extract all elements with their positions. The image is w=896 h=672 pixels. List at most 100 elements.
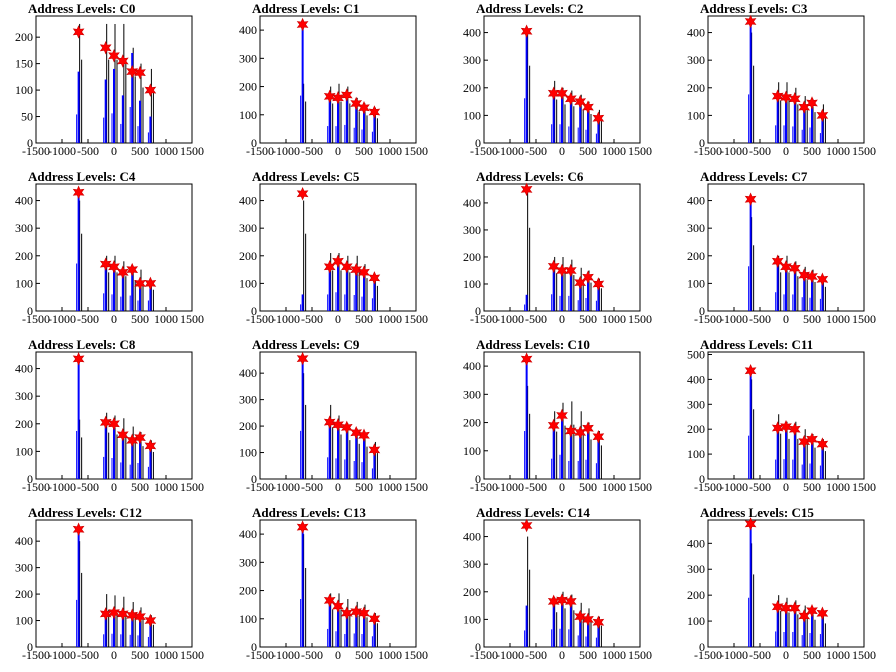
peak-star-marker <box>556 263 568 278</box>
peak-star-marker <box>744 363 757 378</box>
x-tick-label: 0 <box>111 312 117 326</box>
y-tick-label: 300 <box>239 393 257 407</box>
peak-star-marker <box>126 262 139 277</box>
peak-star-marker <box>547 418 560 433</box>
x-tick-label: -1500 <box>694 312 722 326</box>
peak-star-marker <box>520 24 533 38</box>
histogram-plot-12: Address Levels: C12 0 100 200 300 400 -1500-10… <box>15 505 204 662</box>
peak-star-marker <box>358 265 370 280</box>
peak-star-marker <box>564 263 577 278</box>
y-tick-label: 400 <box>687 194 705 208</box>
x-tick-label: 1500 <box>628 480 652 494</box>
x-tick-label: -500 <box>301 312 323 326</box>
x-tick-label: -1000 <box>272 480 300 494</box>
x-tick-label: -500 <box>77 312 99 326</box>
histogram-panel-5: Address Levels: C5 0 100 200 300 400 -1500 -100… <box>224 168 448 336</box>
y-tick-label: 300 <box>15 389 33 403</box>
peak-star-marker <box>296 17 309 32</box>
peak-star-marker <box>574 425 587 440</box>
x-tick-label: -500 <box>525 648 547 662</box>
x-tick-label: 500 <box>355 480 373 494</box>
peak-star-marker <box>547 86 560 101</box>
peak-star-marker <box>520 182 533 197</box>
y-tick-label: 100 <box>463 108 481 122</box>
peak-star-marker <box>134 609 146 624</box>
peak-star-marker <box>592 429 605 444</box>
y-tick-label: 400 <box>15 362 33 376</box>
x-tick-label: 0 <box>783 648 789 662</box>
y-tick-label: 300 <box>15 221 33 235</box>
y-tick-label: 200 <box>687 81 705 95</box>
y-tick-label: 100 <box>239 612 257 626</box>
x-tick-label: -1500 <box>246 312 274 326</box>
histogram-plot-3: Address Levels: C3 0 100 200 300 400 -1500-100… <box>687 1 876 158</box>
peak-star-marker <box>126 64 139 79</box>
y-tick-label: 400 <box>15 194 33 208</box>
peak-star-marker <box>350 604 363 619</box>
x-tick-label: 1000 <box>826 312 850 326</box>
x-tick-label: 1000 <box>826 480 850 494</box>
x-tick-label: 1000 <box>378 144 402 158</box>
histogram-plot-14: Address Levels: C14 0 100 200 300 400 -1500-10… <box>463 505 652 662</box>
x-tick-label: 1000 <box>602 144 626 158</box>
y-tick-label: 200 <box>687 588 705 602</box>
peak-star-marker <box>134 65 146 80</box>
peak-star-marker <box>806 603 818 618</box>
y-tick-label: 400 <box>687 536 705 550</box>
x-tick-label: 1500 <box>852 144 876 158</box>
histogram-plot-9: Address Levels: C9 0 100 200 300 400 -1500-100… <box>239 337 428 494</box>
histogram-panel-6: Address Levels: C6 0 100 200 300 400 -1500 -100… <box>448 168 672 336</box>
peak-star-marker <box>592 111 605 125</box>
panel-title: Address Levels: C3 <box>700 1 808 16</box>
x-tick-label: -1000 <box>272 648 300 662</box>
histogram-panel-9: Address Levels: C9 0 100 200 300 400 -1500 -100… <box>224 336 448 504</box>
panel-title: Address Levels: C4 <box>28 169 136 184</box>
peak-star-marker <box>144 83 157 97</box>
peak-star-marker <box>816 606 829 621</box>
y-tick-label: 0 <box>27 472 33 486</box>
x-tick-label: -1000 <box>272 312 300 326</box>
x-tick-label: 1500 <box>180 144 204 158</box>
x-tick-label: 1000 <box>378 312 402 326</box>
peak-star-marker <box>798 100 811 114</box>
peak-star-marker <box>744 517 757 531</box>
x-tick-label: -1500 <box>246 648 274 662</box>
x-tick-label: 0 <box>111 480 117 494</box>
x-tick-label: -500 <box>77 144 99 158</box>
x-tick-label: -1000 <box>720 144 748 158</box>
panel-title: Address Levels: C12 <box>28 505 142 520</box>
y-tick-label: 0 <box>27 304 33 318</box>
peak-star-marker <box>296 351 309 366</box>
x-tick-label: -500 <box>525 480 547 494</box>
x-tick-label: 1500 <box>180 312 204 326</box>
peak-star-marker <box>564 594 577 609</box>
peak-star-marker <box>780 260 792 274</box>
peak-star-marker <box>323 260 336 274</box>
y-tick-label: 200 <box>239 584 257 598</box>
x-tick-label: -1500 <box>470 144 498 158</box>
x-tick-label: -1500 <box>470 312 498 326</box>
peak-star-marker <box>72 185 85 200</box>
panel-title: Address Levels: C11 <box>700 337 813 352</box>
x-tick-label: -1500 <box>22 312 50 326</box>
y-tick-label: 300 <box>687 562 705 576</box>
peak-star-marker <box>744 14 757 29</box>
y-tick-label: 200 <box>239 419 257 433</box>
peak-star-marker <box>144 439 157 453</box>
x-tick-label: 1000 <box>378 648 402 662</box>
y-tick-label: 0 <box>699 640 705 654</box>
x-tick-label: 500 <box>131 648 149 662</box>
x-tick-label: 500 <box>803 648 821 662</box>
peak-star-marker <box>806 269 818 284</box>
x-tick-label: 500 <box>803 144 821 158</box>
peak-star-marker <box>788 261 801 275</box>
x-tick-label: 500 <box>803 312 821 326</box>
peak-star-marker <box>788 601 801 615</box>
x-tick-label: -1500 <box>694 144 722 158</box>
peak-star-marker <box>296 520 309 534</box>
peak-star-marker <box>806 96 818 110</box>
x-tick-label: -500 <box>749 312 771 326</box>
peak-star-marker <box>350 425 363 440</box>
y-tick-label: 300 <box>239 221 257 235</box>
peak-star-marker <box>592 615 605 629</box>
